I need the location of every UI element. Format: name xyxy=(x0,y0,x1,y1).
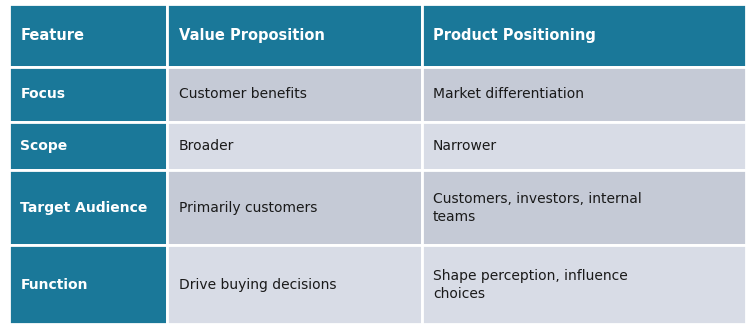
Bar xyxy=(168,67,422,122)
Text: Narrower: Narrower xyxy=(433,139,497,153)
Text: Customer benefits: Customer benefits xyxy=(179,87,307,101)
Bar xyxy=(422,4,746,67)
Bar xyxy=(9,4,168,67)
Text: Broader: Broader xyxy=(179,139,234,153)
Text: Scope: Scope xyxy=(20,139,68,153)
Bar xyxy=(168,4,422,67)
Bar xyxy=(9,67,168,122)
Bar xyxy=(422,170,746,245)
Text: Primarily customers: Primarily customers xyxy=(179,201,317,215)
Bar xyxy=(422,245,746,324)
Bar xyxy=(422,122,746,170)
Bar xyxy=(168,122,422,170)
Bar xyxy=(9,170,168,245)
Text: Target Audience: Target Audience xyxy=(20,201,148,215)
Text: Market differentiation: Market differentiation xyxy=(433,87,584,101)
Bar xyxy=(168,245,422,324)
Text: Function: Function xyxy=(20,278,88,292)
Bar xyxy=(168,170,422,245)
Text: Shape perception, influence
choices: Shape perception, influence choices xyxy=(433,269,628,301)
Bar xyxy=(422,67,746,122)
Text: Drive buying decisions: Drive buying decisions xyxy=(179,278,336,292)
Bar xyxy=(9,122,168,170)
Text: Customers, investors, internal
teams: Customers, investors, internal teams xyxy=(433,192,642,224)
Text: Value Proposition: Value Proposition xyxy=(179,28,325,43)
Text: Product Positioning: Product Positioning xyxy=(433,28,596,43)
Text: Feature: Feature xyxy=(20,28,85,43)
Bar xyxy=(9,245,168,324)
Text: Focus: Focus xyxy=(20,87,66,101)
